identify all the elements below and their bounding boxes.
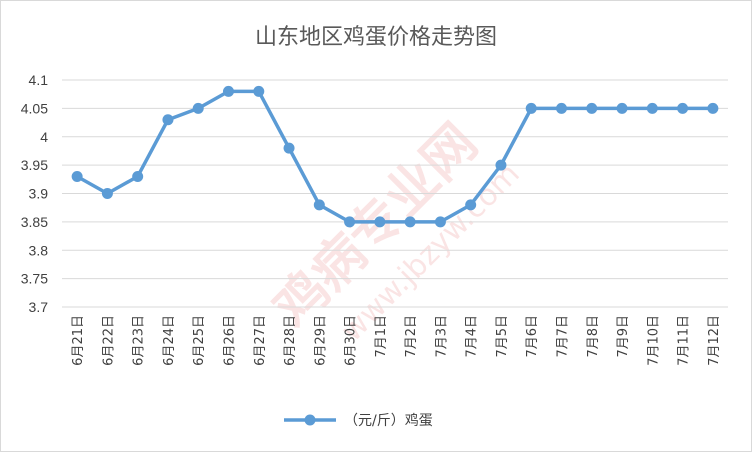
x-tick-label: 7月3日 [434, 315, 449, 358]
x-tick-label: 7月2日 [404, 315, 419, 358]
x-tick-label: 7月1日 [374, 315, 389, 358]
x-axis-ticks: 6月21日 6月22日 6月23日 6月24日 6月25日 6月26日 6月27日 6月28日… [71, 315, 722, 366]
x-tick-label: 7月8日 [586, 315, 601, 358]
series-line [75, 89, 715, 224]
data-point [525, 102, 537, 114]
data-point [646, 102, 658, 114]
data-point [586, 102, 598, 114]
data-point [71, 170, 83, 182]
x-tick-label: 6月22日 [101, 315, 116, 366]
y-tick-label: 3.85 [21, 214, 48, 230]
data-point [132, 170, 144, 182]
watermark: 鸡病专业网 www.jbzyw.com [263, 113, 527, 349]
data-point [404, 216, 416, 228]
x-tick-label: 6月25日 [192, 315, 207, 366]
y-tick-label: 3.95 [21, 157, 48, 173]
y-tick-label: 4 [40, 129, 48, 145]
x-tick-label: 7月12日 [707, 315, 722, 366]
x-tick-label: 6月29日 [313, 315, 328, 366]
data-point [101, 188, 113, 199]
legend: （元/斤）鸡蛋 [284, 412, 433, 429]
data-point [374, 216, 386, 228]
y-tick-label: 3.75 [21, 271, 48, 287]
data-point [313, 199, 325, 211]
x-tick-label: 6月28日 [283, 315, 298, 366]
x-tick-label: 7月7日 [556, 315, 571, 358]
x-tick-label: 6月26日 [223, 315, 238, 366]
data-point [253, 85, 265, 97]
data-point [344, 216, 356, 228]
x-tick-label: 6月30日 [344, 315, 359, 366]
data-point [556, 102, 567, 114]
data-point [495, 159, 507, 171]
x-tick-label: 6月24日 [162, 315, 177, 366]
x-tick-label: 7月9日 [616, 315, 631, 358]
y-tick-label: 3.7 [29, 299, 49, 315]
x-tick-label: 7月11日 [677, 315, 692, 366]
data-point [162, 114, 174, 126]
legend-marker [304, 414, 316, 426]
chart-title: 山东地区鸡蛋价格走势图 [255, 25, 497, 50]
legend-label: （元/斤）鸡蛋 [344, 412, 433, 429]
data-point [434, 216, 446, 228]
x-tick-label: 7月5日 [495, 315, 510, 358]
x-tick-label: 6月23日 [132, 315, 147, 366]
data-point [465, 199, 477, 211]
data-point [283, 142, 295, 154]
y-tick-label: 4.1 [29, 72, 49, 88]
y-axis-ticks: 3.7 3.75 3.8 3.85 3.9 3.95 4 4.05 4.1 [21, 72, 48, 315]
x-tick-label: 6月21日 [71, 315, 86, 366]
x-tick-label: 7月6日 [525, 315, 540, 358]
y-tick-label: 3.9 [29, 186, 49, 202]
x-tick-label: 7月4日 [465, 315, 480, 358]
data-point [192, 102, 204, 114]
data-point [677, 102, 689, 114]
data-point [707, 102, 719, 114]
data-point [223, 85, 234, 97]
x-tick-label: 6月27日 [253, 315, 268, 366]
y-tick-label: 3.8 [29, 242, 49, 258]
series-layer [71, 85, 719, 228]
x-tick-label: 7月10日 [646, 315, 661, 366]
y-tick-label: 4.05 [21, 100, 48, 116]
data-point [616, 102, 628, 114]
